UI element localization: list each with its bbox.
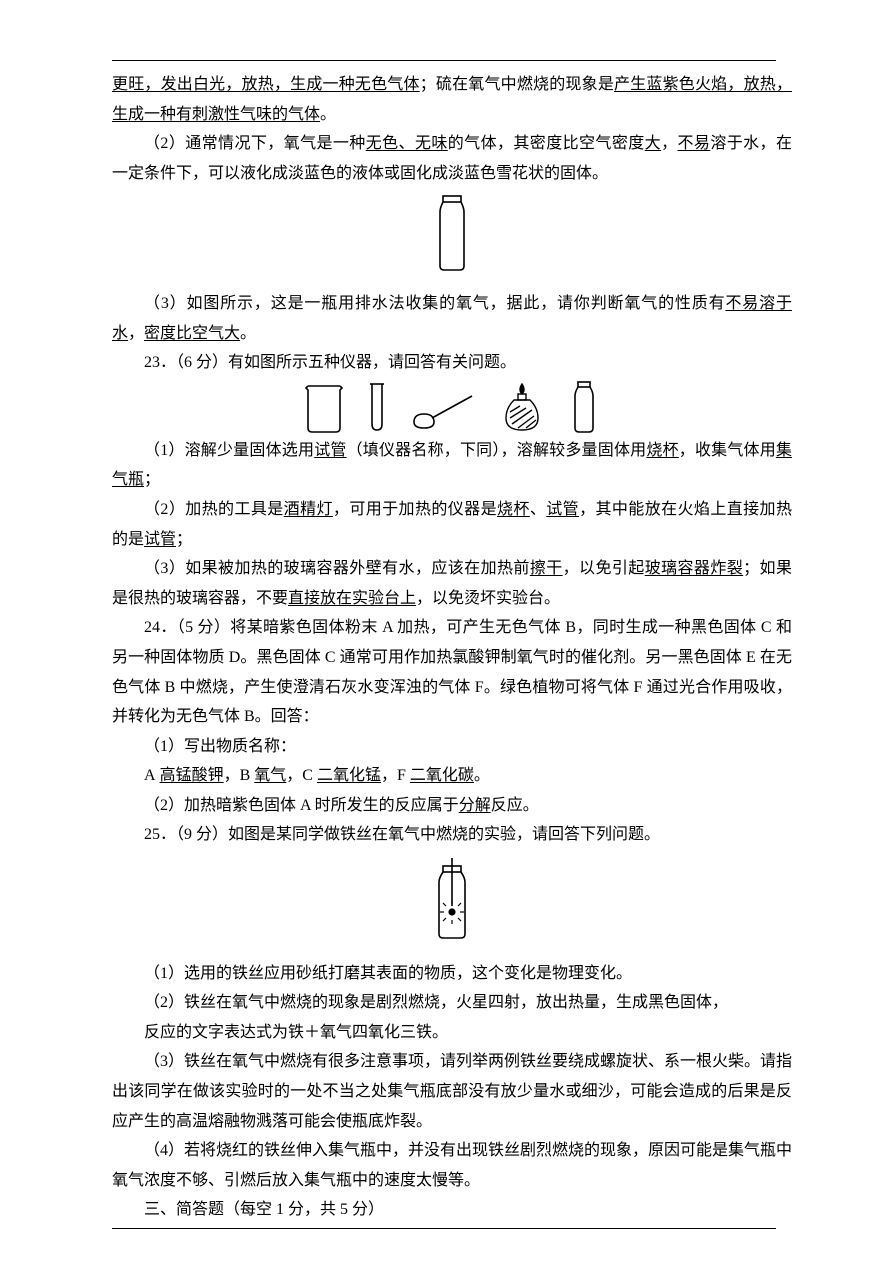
text: （2）通常情况下，氧气是一种 <box>144 135 366 152</box>
ans-wipe-dry: 擦干 <box>530 560 563 577</box>
q25-s2b: 反应的文字表达式为铁＋氧气四氧化三铁。 <box>112 1018 792 1048</box>
q23-s2: （2）加热的工具是酒精灯，可用于加热的仪器是烧杯、试管，其中能放在火焰上直接加热… <box>112 495 792 554</box>
gas-bottle-icon <box>429 194 475 272</box>
spoon-icon <box>408 390 478 434</box>
q23-s1: （1）溶解少量固体选用试管（填仪器名称，下同），溶解较多量固体用烧杯，收集气体用… <box>112 436 792 495</box>
ans-glass-burst: 玻璃容器炸裂 <box>645 560 743 577</box>
para-2: （2）通常情况下，氧气是一种无色、无味的气体，其密度比空气密度大，不易溶于水，在… <box>112 129 792 188</box>
ans-kmno4: 高锰酸钾 <box>160 767 224 784</box>
text: 。 <box>240 325 256 342</box>
ans-co2: 二氧化碳 <box>410 767 474 784</box>
text: A <box>144 767 156 784</box>
section-3-head: 三、简答题（每空 1 分，共 5 分） <box>112 1195 792 1225</box>
text: ，以免烫坏实验台。 <box>416 590 560 607</box>
test-tube-icon <box>368 380 386 434</box>
ans-density-big: 密度比空气大 <box>144 325 240 342</box>
q24-s1: （1）写出物质名称： <box>112 732 792 762</box>
q24-s2: A 高锰酸钾，B 氧气，C 二氧化锰，F 二氧化碳。 <box>112 761 792 791</box>
ans-test-tube3: 试管 <box>144 531 176 548</box>
ans-alcohol-lamp: 酒精灯 <box>284 501 333 518</box>
ans-density: 大 <box>645 135 661 152</box>
text: 。 <box>320 106 336 123</box>
para-3: （3）如图所示，这是一瓶用排水法收集的氧气，据此，请你判断氧气的性质有不易溶于水… <box>112 289 792 348</box>
top-rule <box>112 60 776 61</box>
text: ； <box>144 471 160 488</box>
text: ，可用于加热的仪器是 <box>333 501 497 518</box>
text: （填仪器名称，下同），溶解较多量固体用 <box>347 442 647 459</box>
q25-s4: （4）若将烧红的铁丝伸入集气瓶中，并没有出现铁丝剧烈燃烧的现象，原因可能是集气瓶… <box>112 1136 792 1195</box>
text: 、 <box>530 501 546 518</box>
ans-test-tube: 试管 <box>314 442 346 459</box>
page: 更旺，发出白光，放热，生成一种无色气体；硫在氧气中燃烧的现象是产生蓝紫色火焰，放… <box>0 0 892 1273</box>
ans-burn-brighter: 更旺，发出白光，放热，生成一种无色气体 <box>112 76 420 93</box>
ans-not-easy: 不易 <box>678 135 711 152</box>
q25-head: 25．（9 分）如图是某同学做铁丝在氧气中燃烧的实验，请回答下列问题。 <box>112 820 792 850</box>
text: ，收集气体用 <box>679 442 776 459</box>
figure-gas-bottle <box>112 194 792 283</box>
ans-mno2: 二氧化锰 <box>317 767 381 784</box>
q24-s3: （2）加热暗紫色固体 A 时所发生的反应属于分解反应。 <box>112 791 792 821</box>
alcohol-lamp-icon <box>500 380 544 434</box>
ans-o2: 氧气 <box>254 767 286 784</box>
ans-not-on-desk: 直接放在实验台上 <box>288 590 416 607</box>
text: ，C <box>286 767 313 784</box>
text: ， <box>128 325 144 342</box>
text: （3）如图所示，这是一瓶用排水法收集的氧气，据此，请你判断氧气的性质有 <box>144 295 725 312</box>
ans-colorless: 无色、无味 <box>366 135 448 152</box>
figure-five-instruments <box>112 380 792 434</box>
text: 反应。 <box>491 797 539 814</box>
text: ；硫在氧气中燃烧的现象是 <box>420 76 614 93</box>
figure-iron-wire <box>112 856 792 953</box>
ans-beaker: 烧杯 <box>646 442 678 459</box>
q24-p1: 24．（5 分）将某暗紫色固体粉末 A 加热，可产生无色气体 B，同时生成一种黑… <box>112 613 792 731</box>
beaker-icon <box>302 380 346 434</box>
text: 的气体，其密度比空气密度 <box>448 135 645 152</box>
q23-s3: （3）如果被加热的玻璃容器外壁有水，应该在加热前擦干，以免引起玻璃容器炸裂；如果… <box>112 554 792 613</box>
text: （1）溶解少量固体选用 <box>144 442 314 459</box>
q23-head: 23．（6 分）有如图所示五种仪器，请回答有关问题。 <box>112 348 792 378</box>
text: ，以免引起 <box>563 560 645 577</box>
text: ； <box>176 531 192 548</box>
q25-s3: （3）铁丝在氧气中燃烧有很多注意事项，请列举两例铁丝要绕成螺旋状、系一根火柴。请… <box>112 1047 792 1136</box>
text: 。 <box>474 767 490 784</box>
iron-wire-combustion-icon <box>427 856 477 942</box>
ans-beaker2: 烧杯 <box>497 501 530 518</box>
ans-decomposition: 分解 <box>459 797 491 814</box>
bottom-rule <box>112 1228 776 1229</box>
text: （3）如果被加热的玻璃容器外壁有水，应该在加热前 <box>144 560 530 577</box>
gas-jar-icon <box>566 380 602 434</box>
para-1: 更旺，发出白光，放热，生成一种无色气体；硫在氧气中燃烧的现象是产生蓝紫色火焰，放… <box>112 70 792 129</box>
text: ，B <box>224 767 251 784</box>
text: ， <box>661 135 677 152</box>
text: ，F <box>381 767 406 784</box>
text: （2）加热的工具是 <box>144 501 284 518</box>
ans-test-tube2: 试管 <box>546 501 579 518</box>
q25-s1: （1）选用的铁丝应用砂纸打磨其表面的物质，这个变化是物理变化。 <box>112 959 792 989</box>
text: （2）加热暗紫色固体 A 时所发生的反应属于 <box>144 797 459 814</box>
q25-s2: （2）铁丝在氧气中燃烧的现象是剧烈燃烧，火星四射，放出热量，生成黑色固体， <box>112 988 792 1018</box>
